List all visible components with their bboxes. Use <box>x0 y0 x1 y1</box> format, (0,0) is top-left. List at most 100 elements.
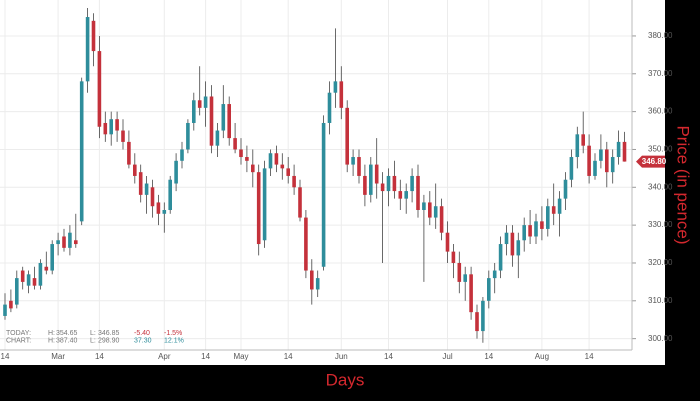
x-tick-label: 14 <box>384 352 393 361</box>
y-tick-label: 350.00 <box>648 145 673 154</box>
candle-body <box>581 134 585 146</box>
candle-body <box>74 240 78 245</box>
candle-body <box>91 20 96 52</box>
x-tick-label: 14 <box>1 352 10 361</box>
candle-body <box>321 122 326 267</box>
candle-body <box>622 141 627 162</box>
x-tick-label: 14 <box>201 352 210 361</box>
x-tick-label: 14 <box>585 352 594 361</box>
candle-body <box>522 225 526 241</box>
candle-body <box>156 202 161 214</box>
candle-body <box>197 100 202 108</box>
y-tick-label: 360.00 <box>648 107 673 116</box>
candle-body <box>534 221 538 237</box>
y-tick-label: 300.00 <box>648 334 673 343</box>
x-tick-label: May <box>233 352 248 361</box>
candle-body <box>528 225 532 237</box>
candle-body <box>369 164 373 195</box>
candle-body <box>85 17 90 82</box>
y-axis-label: Price (in pence) <box>674 125 693 244</box>
candle-body <box>492 270 497 279</box>
candle-body <box>345 107 349 165</box>
candle-body <box>192 100 196 123</box>
candle-body <box>44 266 49 271</box>
candle-body <box>203 96 208 108</box>
candle-body <box>557 198 562 214</box>
candle-body <box>150 187 155 207</box>
candle-body <box>386 175 391 192</box>
candle-body <box>138 172 143 195</box>
info-text: 354.65 <box>56 330 78 337</box>
candle-body <box>56 240 60 245</box>
candle-body <box>3 304 7 316</box>
candle-body <box>32 278 37 286</box>
info-text: -1.5% <box>164 330 182 337</box>
candle-body <box>457 262 462 282</box>
info-text: 37.30 <box>134 337 152 344</box>
candle-body <box>327 92 332 123</box>
candle-body <box>26 274 31 286</box>
info-text: -5.40 <box>134 330 150 337</box>
candle-body <box>68 232 72 248</box>
y-tick-label: 380.00 <box>648 31 673 40</box>
x-tick-label: Jul <box>442 352 452 361</box>
candle-body <box>380 183 385 192</box>
candle-body <box>109 119 113 135</box>
y-tick-label: 340.00 <box>648 182 673 191</box>
candle-body <box>97 51 102 127</box>
chart-background <box>0 0 665 365</box>
candle-body <box>605 149 609 173</box>
candle-body <box>363 175 367 195</box>
candle-body <box>162 210 167 214</box>
candle-body <box>616 141 621 158</box>
candle-body <box>333 81 338 93</box>
y-tick-label: 370.00 <box>648 69 673 78</box>
candle-body <box>227 104 231 139</box>
candle-body <box>546 206 550 229</box>
candle-body <box>280 164 285 169</box>
candle-body <box>9 300 13 309</box>
candle-body <box>374 164 379 184</box>
candle-body <box>180 149 184 161</box>
candle-body <box>339 81 344 108</box>
candle-body <box>233 138 237 150</box>
candle-body <box>404 191 408 199</box>
info-text: 12.1% <box>164 337 184 344</box>
candle-body <box>469 274 473 313</box>
candle-body <box>15 278 19 305</box>
candle-body <box>551 206 556 214</box>
candle-body <box>256 172 261 245</box>
x-tick-label: Apr <box>158 352 171 361</box>
candle-body <box>540 221 544 229</box>
candle-body <box>416 175 420 210</box>
candle-body <box>274 153 279 165</box>
candle-body <box>50 244 54 271</box>
candle-body <box>292 175 296 188</box>
candle-body <box>398 191 403 199</box>
candle-body <box>174 160 178 184</box>
y-tick-label: 320.00 <box>648 258 673 267</box>
candle-body <box>445 232 450 252</box>
candle-body <box>569 157 574 180</box>
candle-body <box>587 145 591 176</box>
y-tick-label: 330.00 <box>648 220 673 229</box>
info-text: 346.85 <box>98 330 120 337</box>
candle-body <box>168 179 172 210</box>
candle-body <box>186 122 190 150</box>
candle-body <box>351 157 355 165</box>
candle-body <box>439 206 444 233</box>
candle-body <box>422 202 426 210</box>
candle-body <box>463 274 467 282</box>
candle-body <box>516 240 521 256</box>
candle-body <box>510 232 515 256</box>
last-price-label: 346.80 <box>642 157 667 166</box>
candle-body <box>286 168 290 176</box>
candle-body <box>487 278 491 301</box>
candle-body <box>563 179 568 199</box>
candle-body <box>357 157 361 176</box>
candle-body <box>599 149 603 161</box>
candle-body <box>610 157 615 173</box>
x-tick-label: 14 <box>484 352 493 361</box>
